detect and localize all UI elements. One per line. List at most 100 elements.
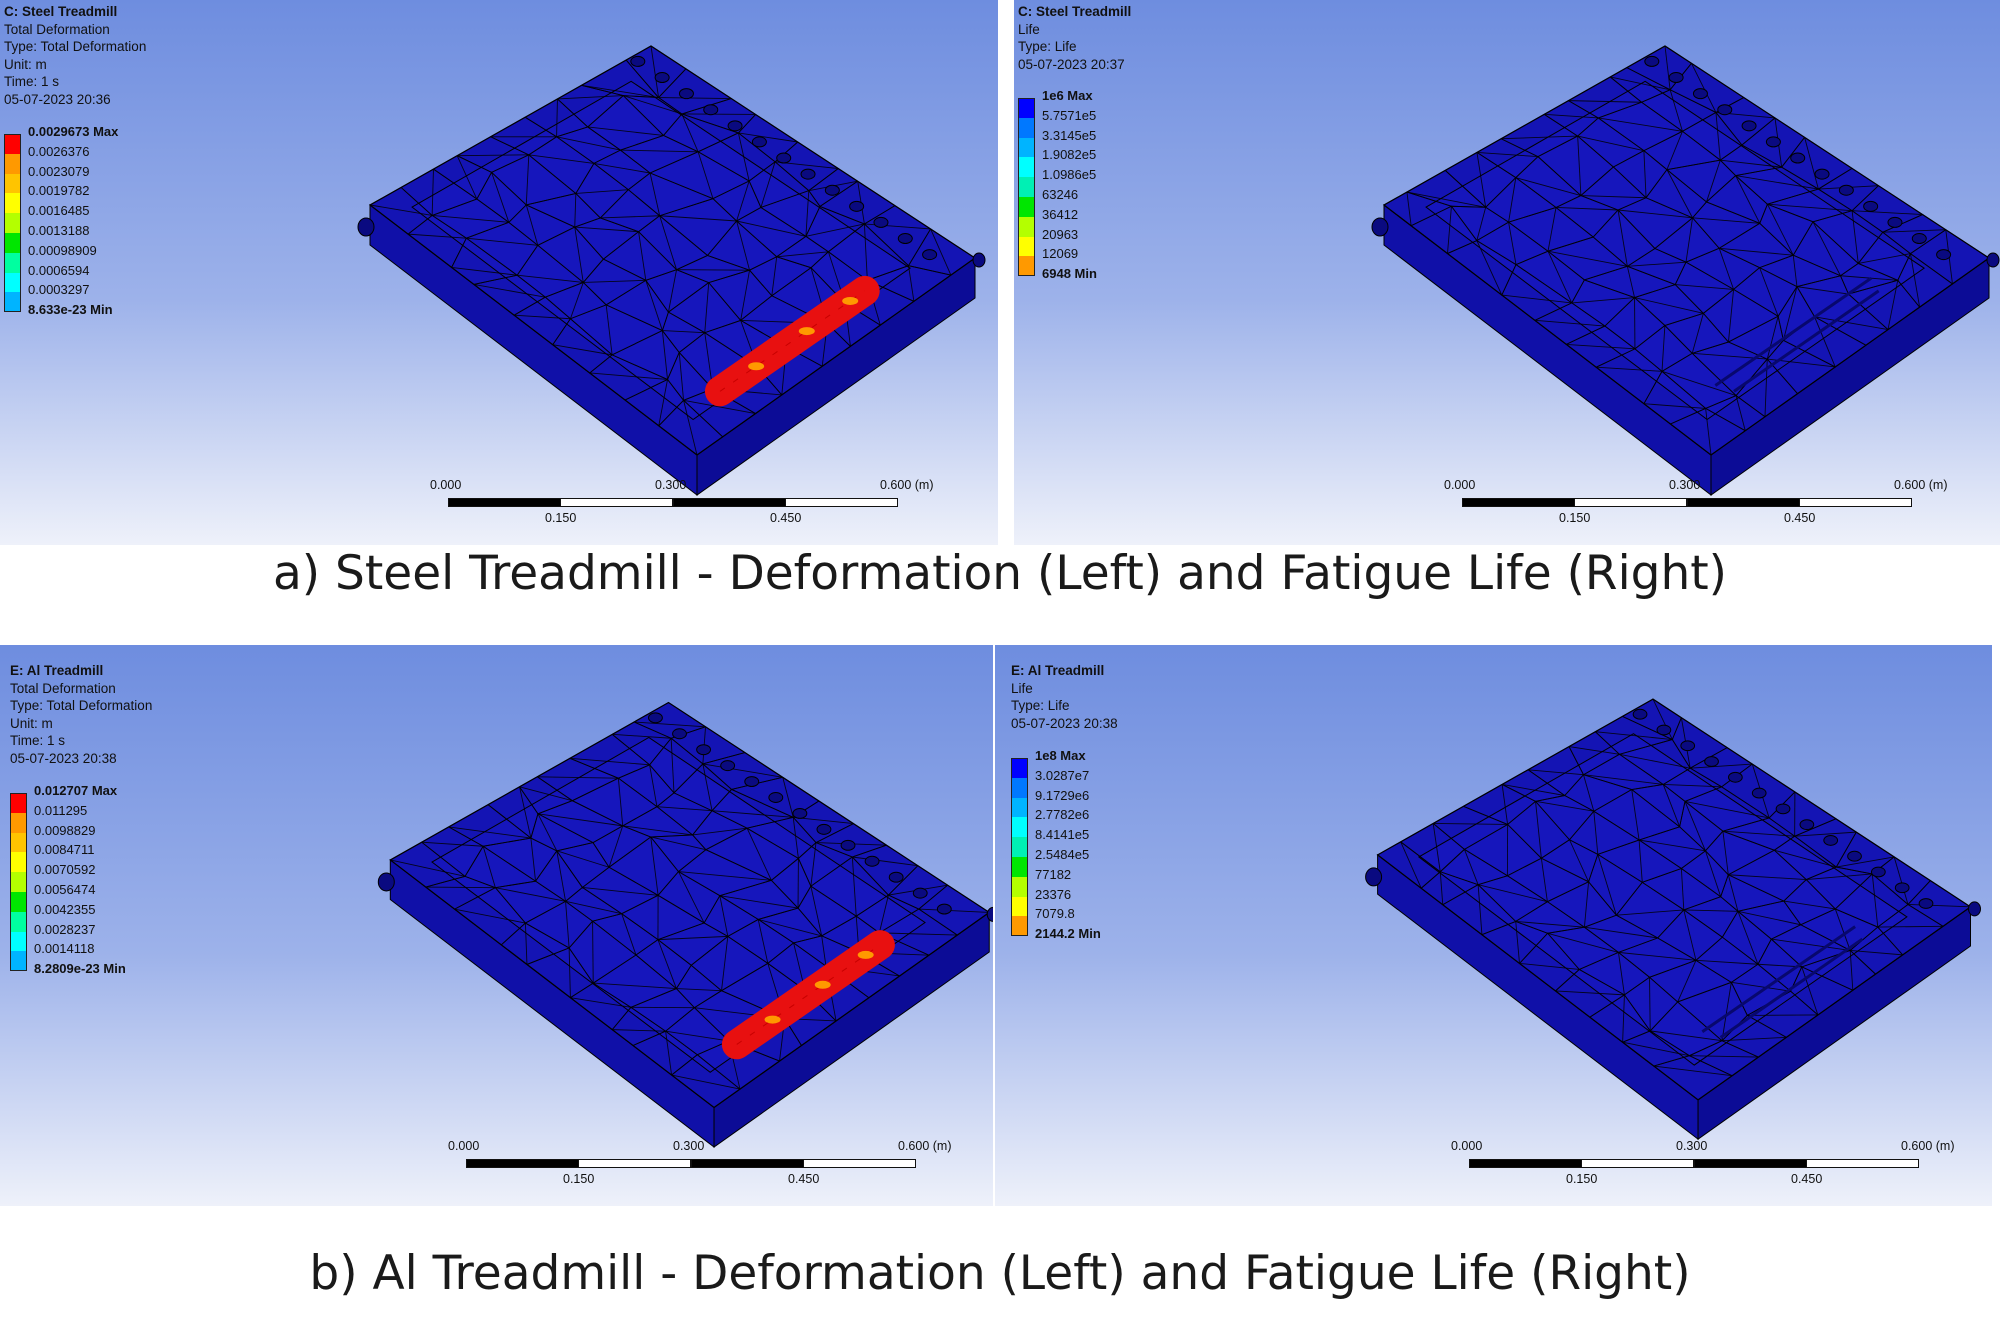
roller-bolt bbox=[1847, 850, 1862, 862]
mesh-diagonal bbox=[1721, 982, 1732, 1041]
mesh-diagonal bbox=[1801, 966, 1819, 1016]
mesh-diagonal bbox=[1547, 251, 1573, 304]
scale-tick-label: 0.150 bbox=[563, 1172, 595, 1186]
mesh-diagonal bbox=[678, 871, 705, 924]
legend-label: 8.2809e-23 Min bbox=[34, 961, 126, 977]
mesh-diagonal bbox=[1893, 856, 1909, 905]
roller-bolt bbox=[864, 855, 880, 867]
mesh-diagonal bbox=[482, 846, 496, 888]
mesh-diagonal bbox=[1631, 789, 1640, 841]
result-line: Type: Total Deformation bbox=[4, 39, 147, 55]
mesh-diagonal bbox=[593, 982, 677, 990]
mesh-diagonal bbox=[704, 282, 710, 333]
mesh-diagonal bbox=[1683, 909, 1738, 912]
mesh-diagonal bbox=[574, 226, 639, 233]
mesh-diagonal bbox=[736, 220, 750, 271]
mesh-diagonal bbox=[792, 817, 799, 859]
roller-bolt bbox=[1823, 835, 1839, 846]
mesh-diagonal bbox=[1737, 910, 1801, 926]
mesh-diagonal bbox=[1661, 325, 1666, 372]
mesh-diagonal bbox=[658, 97, 732, 99]
scale-tick-label: 0.600 (m) bbox=[880, 478, 934, 492]
legend-label: 0.0042355 bbox=[34, 901, 96, 917]
mesh-diagonal bbox=[1439, 871, 1444, 905]
mesh-diagonal bbox=[517, 274, 584, 283]
scale-tick-label: 0.600 (m) bbox=[898, 1139, 952, 1153]
legend-label: 0.0016485 bbox=[28, 203, 90, 219]
result-line: 05-07-2023 20:38 bbox=[1011, 715, 1118, 731]
mesh-diagonal bbox=[1639, 839, 1706, 852]
mesh-diagonal bbox=[1887, 280, 1899, 330]
roller-bolt bbox=[922, 249, 938, 261]
mesh-diagonal bbox=[821, 935, 827, 967]
mesh-diagonal bbox=[1757, 963, 1802, 968]
mesh-diagonal bbox=[525, 204, 539, 246]
mesh-diagonal bbox=[683, 400, 698, 456]
scale-segment bbox=[803, 1159, 916, 1168]
mesh-diagonal bbox=[1814, 316, 1889, 331]
mesh-diagonal bbox=[665, 1031, 673, 1076]
mesh-diagonal bbox=[1617, 209, 1628, 267]
legend-swatch bbox=[1011, 896, 1028, 917]
legend-label: 3.0287e7 bbox=[1035, 767, 1090, 783]
scale-tick-label: 0.150 bbox=[1566, 1172, 1598, 1186]
mesh-diagonal bbox=[810, 842, 817, 887]
legend-swatch bbox=[1011, 797, 1028, 818]
legend-swatch bbox=[10, 951, 27, 972]
mesh-diagonal bbox=[454, 908, 526, 924]
mesh-diagonal bbox=[1580, 195, 1647, 199]
legend-label: 63246 bbox=[1042, 186, 1079, 202]
roller-bolt bbox=[1728, 771, 1743, 783]
result-line: Total Deformation bbox=[4, 21, 110, 37]
legend-swatch bbox=[10, 891, 27, 912]
roller-bolt bbox=[1668, 72, 1684, 84]
mesh-diagonal bbox=[608, 825, 624, 868]
mesh-diagonal bbox=[659, 215, 677, 270]
result-line: Time: 1 s bbox=[4, 74, 60, 90]
mesh-diagonal bbox=[528, 154, 595, 164]
mesh-diagonal bbox=[495, 887, 566, 902]
roller-bolt bbox=[816, 823, 832, 835]
result-line: Unit: m bbox=[4, 56, 47, 72]
scale-tick-label: 0.300 bbox=[1676, 1139, 1708, 1153]
mesh-diagonal bbox=[1508, 177, 1517, 223]
roller-bolt bbox=[840, 839, 856, 851]
result-line: Time: 1 s bbox=[10, 733, 66, 749]
mesh-diagonal bbox=[737, 132, 750, 182]
mesh-diagonal bbox=[1767, 203, 1853, 212]
scale-tick-label: 0.000 bbox=[430, 478, 462, 492]
mesh-diagonal bbox=[1477, 884, 1483, 935]
mesh-diagonal bbox=[676, 988, 722, 992]
mesh-diagonal bbox=[852, 856, 918, 867]
mesh-diagonal bbox=[1617, 209, 1693, 219]
roller-bolt bbox=[654, 72, 670, 84]
mesh-diagonal bbox=[1622, 1041, 1690, 1057]
mesh-diagonal bbox=[1695, 959, 1758, 965]
roller-bolt bbox=[1741, 120, 1757, 132]
legend-swatch bbox=[4, 272, 21, 293]
mesh-diagonal bbox=[1519, 962, 1580, 970]
legend-swatch bbox=[1011, 837, 1028, 858]
legend-swatch bbox=[1018, 177, 1035, 198]
mesh-diagonal bbox=[930, 228, 952, 276]
scale-tick-label: 0.600 (m) bbox=[1894, 478, 1948, 492]
mesh-diagonal bbox=[369, 204, 433, 216]
mesh-diagonal bbox=[1583, 774, 1664, 785]
legend-label: 5.7571e5 bbox=[1042, 107, 1097, 123]
mesh-diagonal bbox=[1540, 858, 1548, 902]
mesh-diagonal bbox=[456, 155, 478, 200]
mesh-diagonal bbox=[1735, 175, 1761, 224]
mesh-diagonal bbox=[634, 721, 706, 728]
mesh-diagonal bbox=[1836, 856, 1895, 868]
axle-end bbox=[986, 906, 993, 922]
mesh-diagonal bbox=[662, 330, 705, 334]
roller-bolt bbox=[672, 728, 687, 740]
mesh-diagonal bbox=[408, 233, 467, 239]
mesh-diagonal bbox=[556, 850, 567, 902]
legend-label: 0.0029673 Max bbox=[28, 124, 119, 139]
caption-al: b) Al Treadmill - Deformation (Left) and… bbox=[309, 1246, 1691, 1301]
mesh-diagonal bbox=[1555, 207, 1619, 211]
roller-bolt bbox=[792, 807, 808, 819]
mesh-diagonal bbox=[1583, 881, 1590, 928]
scale-tick-label: 0.150 bbox=[1559, 511, 1591, 525]
